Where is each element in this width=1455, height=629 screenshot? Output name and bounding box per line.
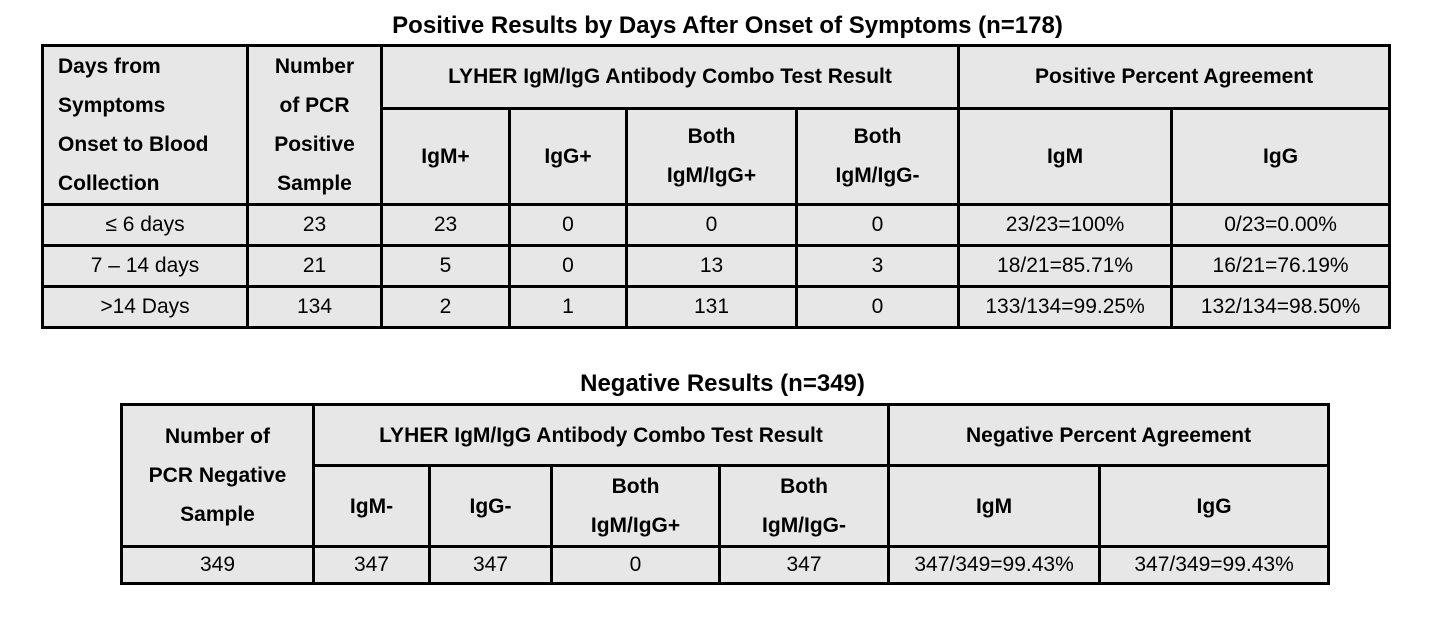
cell-both-plus: 0 — [625, 203, 798, 247]
table-row: >14 Days 134 2 1 131 0 133/134=99.25% 13… — [41, 285, 1392, 329]
positive-results-table: Days from Symptoms Onset to Blood Collec… — [41, 44, 1392, 329]
header-days-from-symptoms: Days from Symptoms Onset to Blood Collec… — [41, 44, 249, 206]
header-pcr-negative-sample: Number of PCR Negative Sample — [120, 403, 315, 548]
header-negative-percent-agreement-group: Negative Percent Agreement — [887, 403, 1331, 467]
cell-both-plus: 13 — [625, 244, 798, 288]
cell-npa-igm: 347/349=99.43% — [887, 545, 1102, 585]
table-row: 349 347 347 0 347 347/349=99.43% 347/349… — [120, 545, 1331, 585]
cell-sample-count: 349 — [120, 545, 315, 585]
header-both-igm-igg-plus: Both IgM/IgG+ — [625, 106, 798, 207]
positive-table-title: Positive Results by Days After Onset of … — [392, 12, 1063, 39]
negative-results-table: Number of PCR Negative Sample LYHER IgM/… — [120, 403, 1331, 585]
negative-table-title: Negative Results (n=349) — [580, 370, 865, 397]
cell-igm-plus: 23 — [380, 203, 511, 247]
cell-igm-minus: 347 — [312, 545, 431, 585]
table-row: 7 – 14 days 21 5 0 13 3 18/21=85.71% 16/… — [41, 244, 1392, 288]
header-ppa-igm: IgM — [957, 106, 1174, 207]
header-positive-percent-agreement-group: Positive Percent Agreement — [957, 44, 1392, 110]
table-subheader-row: IgM- IgG- Both IgM/IgG+ Both IgM/IgG- Ig… — [122, 464, 1331, 548]
header-combo-test-result-group: LYHER IgM/IgG Antibody Combo Test Result — [379, 44, 961, 110]
header-pcr-positive-sample: Number of PCR Positive Sample — [246, 44, 383, 206]
cell-days-range: 7 – 14 days — [41, 244, 249, 288]
cell-ppa-igm: 18/21=85.71% — [957, 244, 1174, 288]
cell-pcr-count: 134 — [246, 285, 383, 329]
cell-both-minus: 0 — [794, 285, 961, 329]
cell-igg-plus: 0 — [508, 244, 628, 288]
table-subheader-row: IgM+ IgG+ Both IgM/IgG+ Both IgM/IgG- Ig… — [43, 106, 1392, 207]
cell-both-plus: 0 — [550, 545, 721, 585]
cell-ppa-igg: 132/134=98.50% — [1170, 285, 1392, 329]
header-both-igm-igg-plus: Both IgM/IgG+ — [550, 464, 721, 548]
table-row: ≤ 6 days 23 23 0 0 0 23/23=100% 0/23=0.0… — [41, 203, 1392, 247]
header-igm-plus: IgM+ — [380, 106, 511, 207]
header-igg-minus: IgG- — [428, 464, 553, 548]
cell-igg-plus: 0 — [508, 203, 628, 247]
cell-ppa-igg: 0/23=0.00% — [1170, 203, 1392, 247]
cell-igg-minus: 347 — [428, 545, 553, 585]
cell-ppa-igm: 133/134=99.25% — [957, 285, 1174, 329]
cell-days-range: ≤ 6 days — [41, 203, 249, 247]
table-header-row: Days from Symptoms Onset to Blood Collec… — [41, 44, 1392, 206]
cell-pcr-count: 21 — [246, 244, 383, 288]
cell-npa-igg: 347/349=99.43% — [1098, 545, 1331, 585]
cell-ppa-igg: 16/21=76.19% — [1170, 244, 1392, 288]
header-combo-test-result-group: LYHER IgM/IgG Antibody Combo Test Result — [311, 403, 891, 467]
header-both-igm-igg-minus: Both IgM/IgG- — [794, 106, 961, 207]
header-both-igm-igg-minus: Both IgM/IgG- — [717, 464, 891, 548]
cell-both-minus: 347 — [717, 545, 891, 585]
cell-igm-plus: 5 — [380, 244, 511, 288]
cell-ppa-igm: 23/23=100% — [957, 203, 1174, 247]
header-igg-plus: IgG+ — [508, 106, 628, 207]
cell-both-minus: 3 — [794, 244, 961, 288]
cell-days-range: >14 Days — [41, 285, 249, 329]
header-npa-igg: IgG — [1098, 464, 1331, 548]
cell-both-minus: 0 — [794, 203, 961, 247]
header-npa-igm: IgM — [887, 464, 1102, 548]
header-igm-minus: IgM- — [312, 464, 431, 548]
cell-pcr-count: 23 — [246, 203, 383, 247]
cell-both-plus: 131 — [625, 285, 798, 329]
cell-igg-plus: 1 — [508, 285, 628, 329]
table-header-row: Number of PCR Negative Sample LYHER IgM/… — [120, 403, 1331, 548]
header-ppa-igg: IgG — [1170, 106, 1392, 207]
cell-igm-plus: 2 — [380, 285, 511, 329]
